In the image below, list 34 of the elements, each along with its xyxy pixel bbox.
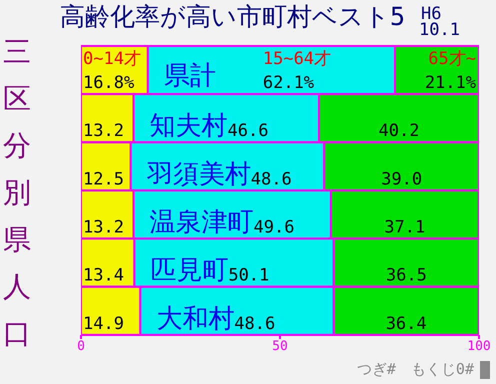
data-label: 40.2 (378, 121, 420, 142)
data-label: 36.5 (386, 266, 427, 286)
y-tick-label: 大和村 (156, 304, 234, 334)
y-tick-label: 羽須美村 (146, 159, 251, 190)
text: 三区分別県人口 (2, 34, 32, 352)
y-tick-label: 匹見町 (150, 256, 228, 286)
text: つぎ# もくじ0# (356, 360, 474, 379)
y-tick-label: 県計 (164, 61, 216, 91)
x-tick-label: 100 (467, 339, 491, 354)
series-label: 15~64才 (262, 49, 332, 69)
y-tick-label: 温泉津町 (150, 208, 254, 238)
data-label: 62.1% (262, 73, 314, 93)
text: 10.1 (419, 20, 460, 40)
series-label: 0~14才 (83, 49, 141, 69)
data-label: 13.4 (83, 266, 124, 286)
data-label: 12.5 (83, 169, 124, 190)
data-label: 21.1% (424, 73, 476, 93)
data-label: 50.1 (228, 266, 270, 286)
series-label: 65才~ (428, 49, 476, 69)
data-label: 13.2 (83, 218, 124, 238)
data-label: 39.0 (381, 169, 422, 190)
data-label: 13.2 (83, 121, 124, 142)
x-tick-label: 50 (272, 339, 288, 354)
data-label: 37.1 (384, 218, 426, 238)
chart-title: 高齢化率が高い市町村ベスト5 (60, 1, 406, 33)
data-label: 16.8% (83, 73, 134, 93)
data-label: 36.4 (386, 314, 427, 334)
data-label: 14.9 (83, 314, 124, 334)
data-label: 48.6 (250, 169, 292, 190)
data-label: 49.6 (254, 218, 294, 238)
data-label: 46.6 (228, 121, 268, 142)
y-tick-label: 知夫村 (150, 111, 228, 142)
data-label: 48.6 (234, 314, 276, 334)
x-tick-label: 0 (77, 339, 85, 354)
